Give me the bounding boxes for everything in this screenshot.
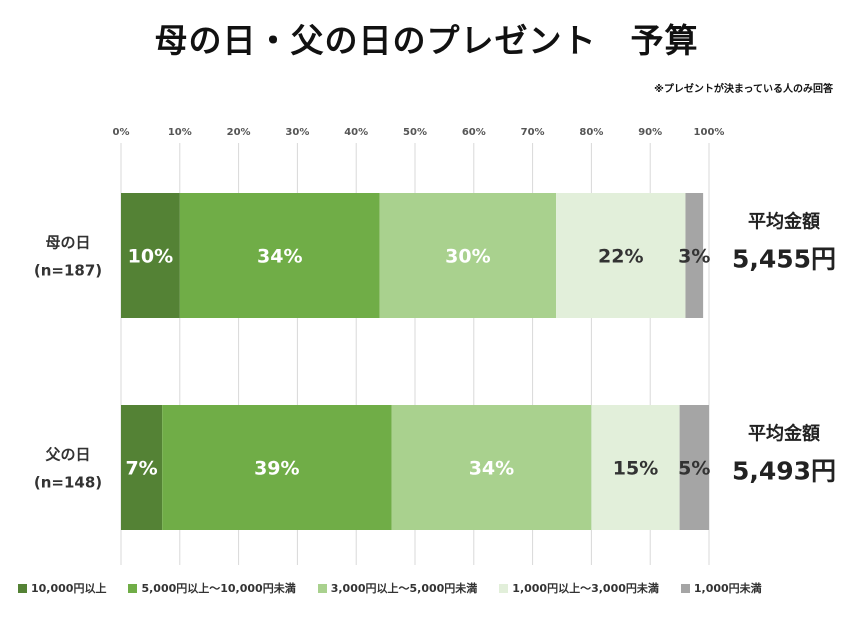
- category-label: 母の日: [45, 234, 90, 252]
- bar-segment: [591, 405, 680, 530]
- bar-segment: [679, 405, 709, 530]
- category-sample-size: (n=187): [34, 262, 102, 280]
- legend-item: 1,000円以上～3,000円未満: [499, 580, 659, 596]
- data-label: 34%: [257, 246, 302, 268]
- legend-swatch: [18, 583, 27, 593]
- legend-swatch: [128, 583, 138, 593]
- bar-segment: [685, 193, 704, 318]
- data-label: 39%: [254, 458, 299, 480]
- category-sample-size: (n=148): [34, 474, 102, 492]
- x-tick-label: 10%: [168, 127, 192, 138]
- data-label: 3%: [678, 246, 710, 268]
- x-tick-label: 70%: [521, 127, 545, 138]
- x-tick-label: 80%: [579, 127, 603, 138]
- legend-item: 5,000円以上～10,000円未満: [128, 580, 296, 596]
- data-label: 15%: [613, 458, 658, 480]
- legend-label: 3,000円以上～5,000円未満: [330, 582, 478, 595]
- legend: 10,000円以上 5,000円以上～10,000円未満 3,000円以上～5,00…: [18, 580, 848, 596]
- x-tick-label: 90%: [638, 127, 662, 138]
- chart-title: 母の日・父の日のプレゼント 予算: [154, 21, 699, 60]
- legend-label: 10,000円以上: [31, 582, 107, 595]
- bar-segment: [379, 193, 557, 318]
- average-value: 5,493円: [732, 457, 836, 486]
- data-label: 10%: [128, 246, 173, 268]
- bar-segment: [391, 405, 592, 530]
- data-label: 5%: [678, 458, 710, 480]
- bar-segment: [121, 193, 180, 318]
- chart-note: ※プレゼントが決まっている人のみ回答: [654, 84, 833, 95]
- x-tick-label: 40%: [344, 127, 368, 138]
- bar-segment: [162, 405, 392, 530]
- x-tick-label: 50%: [403, 127, 427, 138]
- bar-segment: [179, 193, 380, 318]
- bar-segment: [556, 193, 686, 318]
- x-tick-label: 100%: [694, 127, 725, 138]
- bar-segment: [121, 405, 163, 530]
- legend-swatch: [499, 583, 509, 593]
- legend-swatch: [680, 583, 690, 593]
- x-tick-label: 60%: [462, 127, 486, 138]
- legend-label: 5,000円以上～10,000円未満: [141, 582, 296, 595]
- legend-label: 1,000円未満: [693, 582, 762, 595]
- x-tick-label: 0%: [113, 127, 130, 138]
- data-label: 30%: [445, 246, 490, 268]
- category-label: 父の日: [44, 446, 90, 464]
- legend-label: 1,000円以上～3,000円未満: [512, 582, 659, 595]
- legend-item: 3,000円以上～5,000円未満: [317, 580, 478, 596]
- stacked-bar-chart: 0% 10% 20% 30% 40% 50% 60% 70% 80% 90% 100% 10% 34% 3…: [34, 127, 836, 565]
- legend-item: 10,000円以上: [18, 580, 106, 596]
- data-label: 22%: [598, 246, 643, 268]
- legend-swatch: [317, 583, 327, 593]
- x-tick-label: 30%: [285, 127, 309, 138]
- average-value: 5,455円: [732, 245, 836, 274]
- legend-item: 1,000円未満: [680, 580, 762, 596]
- data-label: 7%: [125, 458, 157, 480]
- average-label: 平均金額: [748, 211, 820, 233]
- average-label: 平均金額: [748, 423, 820, 445]
- data-label: 34%: [469, 458, 514, 480]
- x-tick-label: 20%: [227, 127, 251, 138]
